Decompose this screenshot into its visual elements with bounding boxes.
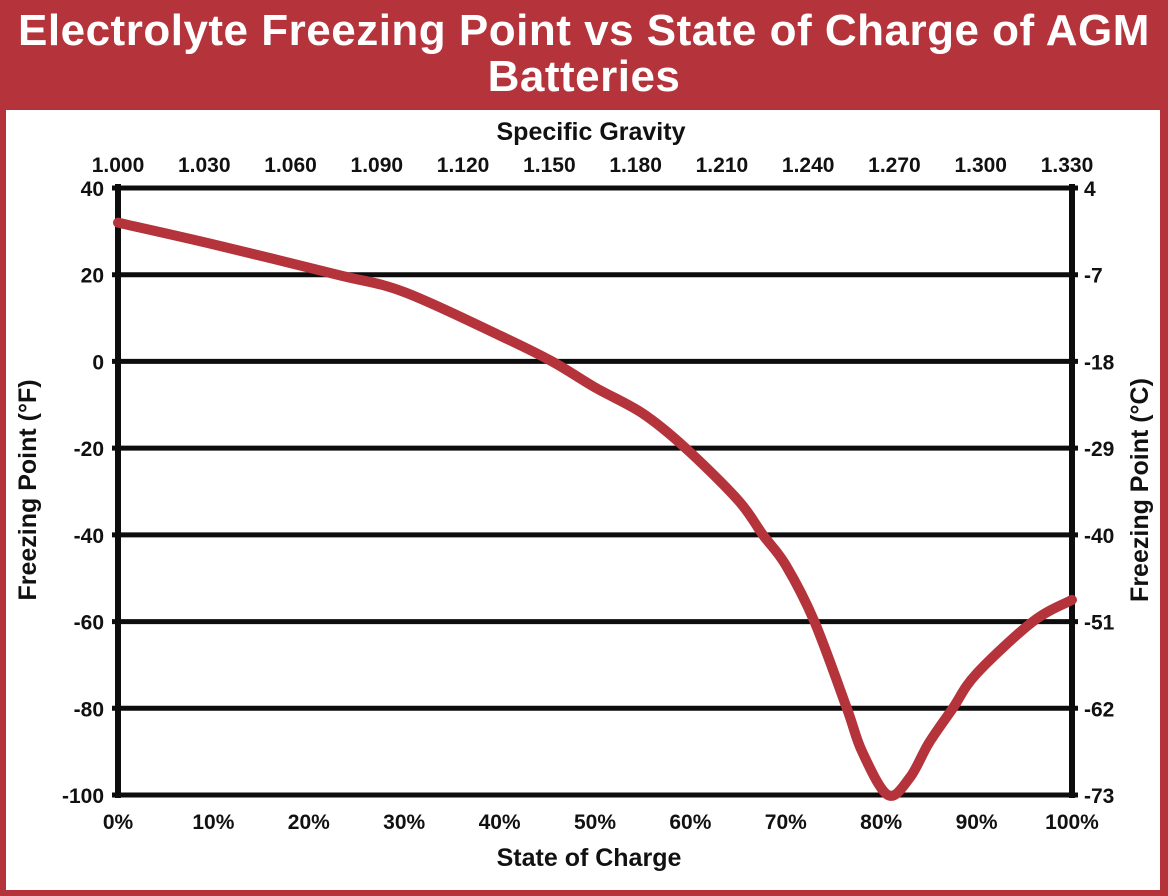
y-tick-label: 40 bbox=[81, 178, 104, 201]
x-tick-label: 60% bbox=[669, 811, 711, 834]
x-tick-label: 70% bbox=[765, 811, 807, 834]
x-tick-label: 100% bbox=[1045, 811, 1099, 834]
x-tick-label: 90% bbox=[956, 811, 998, 834]
chart-panel: 40 4 20 -7 0 -18 -20 -29 -40 -40 -60 -51 -80 -62 -100 -… bbox=[6, 110, 1160, 890]
x2-tick-label: 1.270 bbox=[868, 154, 921, 177]
x2-tick-label: 1.120 bbox=[437, 154, 490, 177]
x-tick-label: 30% bbox=[383, 811, 425, 834]
y-tick-label: 0 bbox=[92, 351, 104, 374]
y-tick-label: 20 bbox=[81, 265, 104, 288]
y2-tick-label: -51 bbox=[1084, 612, 1115, 635]
x2-tick-label: 1.060 bbox=[264, 154, 317, 177]
freezing-point-line bbox=[113, 217, 1077, 801]
y-tick-label: -40 bbox=[74, 525, 104, 548]
x-axis-title: State of Charge bbox=[497, 844, 682, 872]
x2-tick-label: 1.030 bbox=[178, 154, 231, 177]
chart-title: Electrolyte Freezing Point vs State of C… bbox=[18, 6, 1150, 101]
y2-tick-label: -40 bbox=[1084, 525, 1114, 548]
x-tick-label: 40% bbox=[479, 811, 521, 834]
y2-tick-label: -29 bbox=[1084, 438, 1114, 461]
y2-tick-label: -7 bbox=[1084, 265, 1103, 288]
y-tick-label: -100 bbox=[62, 785, 104, 808]
y2-tick-label: -62 bbox=[1084, 698, 1114, 721]
y2-tick-label: -73 bbox=[1084, 785, 1114, 808]
x2-tick-label: 1.210 bbox=[696, 154, 749, 177]
x2-tick-label: 1.090 bbox=[351, 154, 404, 177]
y-tick-label: -60 bbox=[74, 612, 104, 635]
x-tick-label: 50% bbox=[574, 811, 616, 834]
y2-tick-label: -18 bbox=[1084, 351, 1115, 374]
x-tick-label: 10% bbox=[192, 811, 234, 834]
y-tick-label: -80 bbox=[74, 698, 104, 721]
x2-tick-label: 1.330 bbox=[1041, 154, 1094, 177]
x2-tick-label: 1.150 bbox=[523, 154, 576, 177]
x2-tick-label: 1.180 bbox=[609, 154, 662, 177]
x2-tick-label: 1.000 bbox=[92, 154, 145, 177]
x2-tick-label: 1.300 bbox=[954, 154, 1007, 177]
x-tick-label: 20% bbox=[288, 811, 330, 834]
x2-axis-title: Specific Gravity bbox=[497, 118, 686, 146]
x2-tick-label: 1.240 bbox=[782, 154, 835, 177]
y-tick-label: -20 bbox=[74, 438, 104, 461]
y2-tick-label: 4 bbox=[1084, 178, 1096, 201]
y2-axis-title: Freezing Point (°C) bbox=[1126, 378, 1154, 602]
chart-svg: 40 4 20 -7 0 -18 -20 -29 -40 -40 -60 -51 -80 -62 -100 -… bbox=[14, 118, 1154, 872]
y-axis-title: Freezing Point (°F) bbox=[14, 379, 42, 600]
x-tick-label: 0% bbox=[103, 811, 134, 834]
x-tick-label: 80% bbox=[860, 811, 902, 834]
